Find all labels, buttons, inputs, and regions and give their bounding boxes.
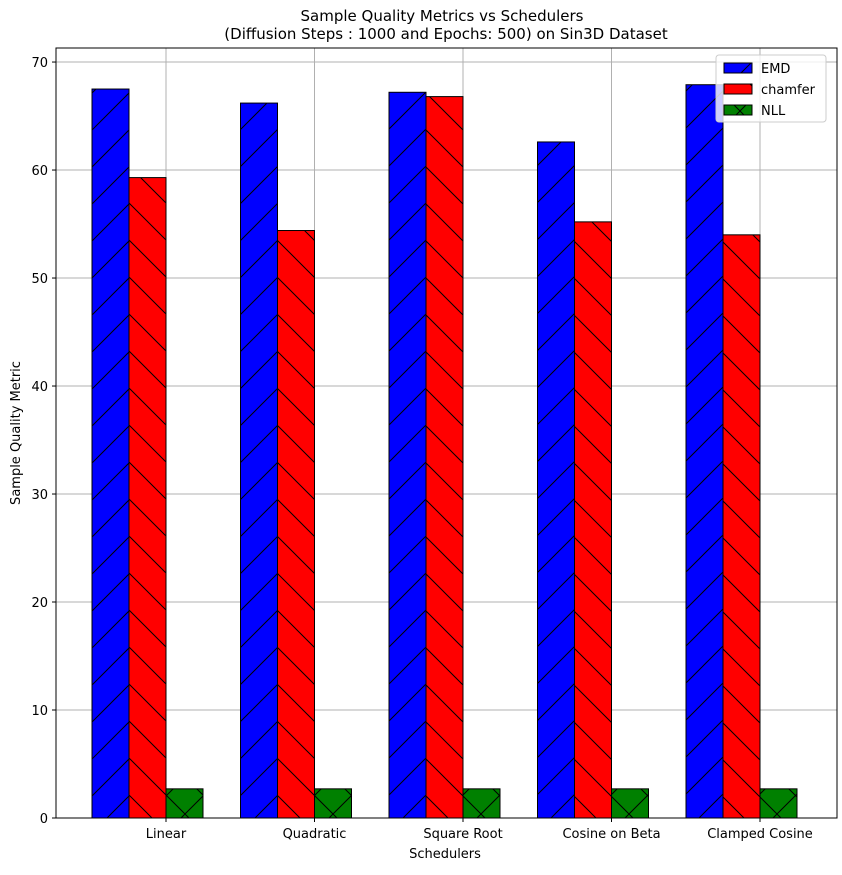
x-tick-label: Linear [146,827,187,842]
bar-hatch-emd-3 [537,141,575,819]
chart-subtitle: (Diffusion Steps : 1000 and Epochs: 500)… [224,25,668,43]
y-tick-label: 50 [31,272,48,287]
legend-swatch-hatch-nll [723,104,753,116]
y-tick-label: 20 [31,596,48,611]
legend-label-emd: EMD [761,62,790,77]
bar-hatch-nll-0 [165,788,204,819]
bar-hatch-chamfer-2 [425,96,464,819]
chart-title: Sample Quality Metrics vs Schedulers [301,7,584,25]
y-axis-label: Sample Quality Metric [9,361,24,505]
legend-label-chamfer: chamfer [761,83,816,98]
bar-hatch-emd-0 [91,88,130,819]
plot-frame [55,47,838,819]
bar-hatch-emd-4 [685,84,724,819]
x-tick-label: Quadratic [283,827,347,842]
y-tick-label: 10 [31,704,48,719]
bar-hatch-chamfer-4 [722,234,761,819]
x-tick-label: Clamped Cosine [707,827,813,842]
y-tick-label: 60 [31,164,48,179]
x-axis-label: Schedulers [409,847,481,862]
bars [91,84,798,819]
bar-hatch-chamfer-3 [574,221,612,819]
bar-hatch-nll-1 [314,788,352,819]
tick-labels: 0 10 20 30 40 50 60 70 Linear Quadratic Square Roo… [31,56,812,842]
bar-hatch-emd-2 [388,91,427,819]
x-tick-label: Cosine on Beta [562,827,660,842]
bar-hatch-nll-4 [759,788,798,819]
y-tick-label: 0 [40,812,48,827]
legend: EMD chamfer NLL [715,54,827,123]
bar-hatch-chamfer-0 [128,177,167,819]
bar-hatch-nll-3 [611,788,649,819]
y-tick-label: 40 [31,380,48,395]
legend-swatch-hatch-emd [723,62,753,74]
y-tick-label: 30 [31,488,48,503]
legend-label-nll: NLL [761,104,786,119]
y-tick-label: 70 [31,56,48,71]
legend-swatch-hatch-chamfer [723,83,753,95]
axes [55,47,838,819]
x-tick-label: Square Root [423,827,502,842]
bar-hatch-emd-1 [240,102,278,819]
bar-hatch-chamfer-1 [277,230,315,819]
bar-hatch-nll-2 [462,788,501,819]
